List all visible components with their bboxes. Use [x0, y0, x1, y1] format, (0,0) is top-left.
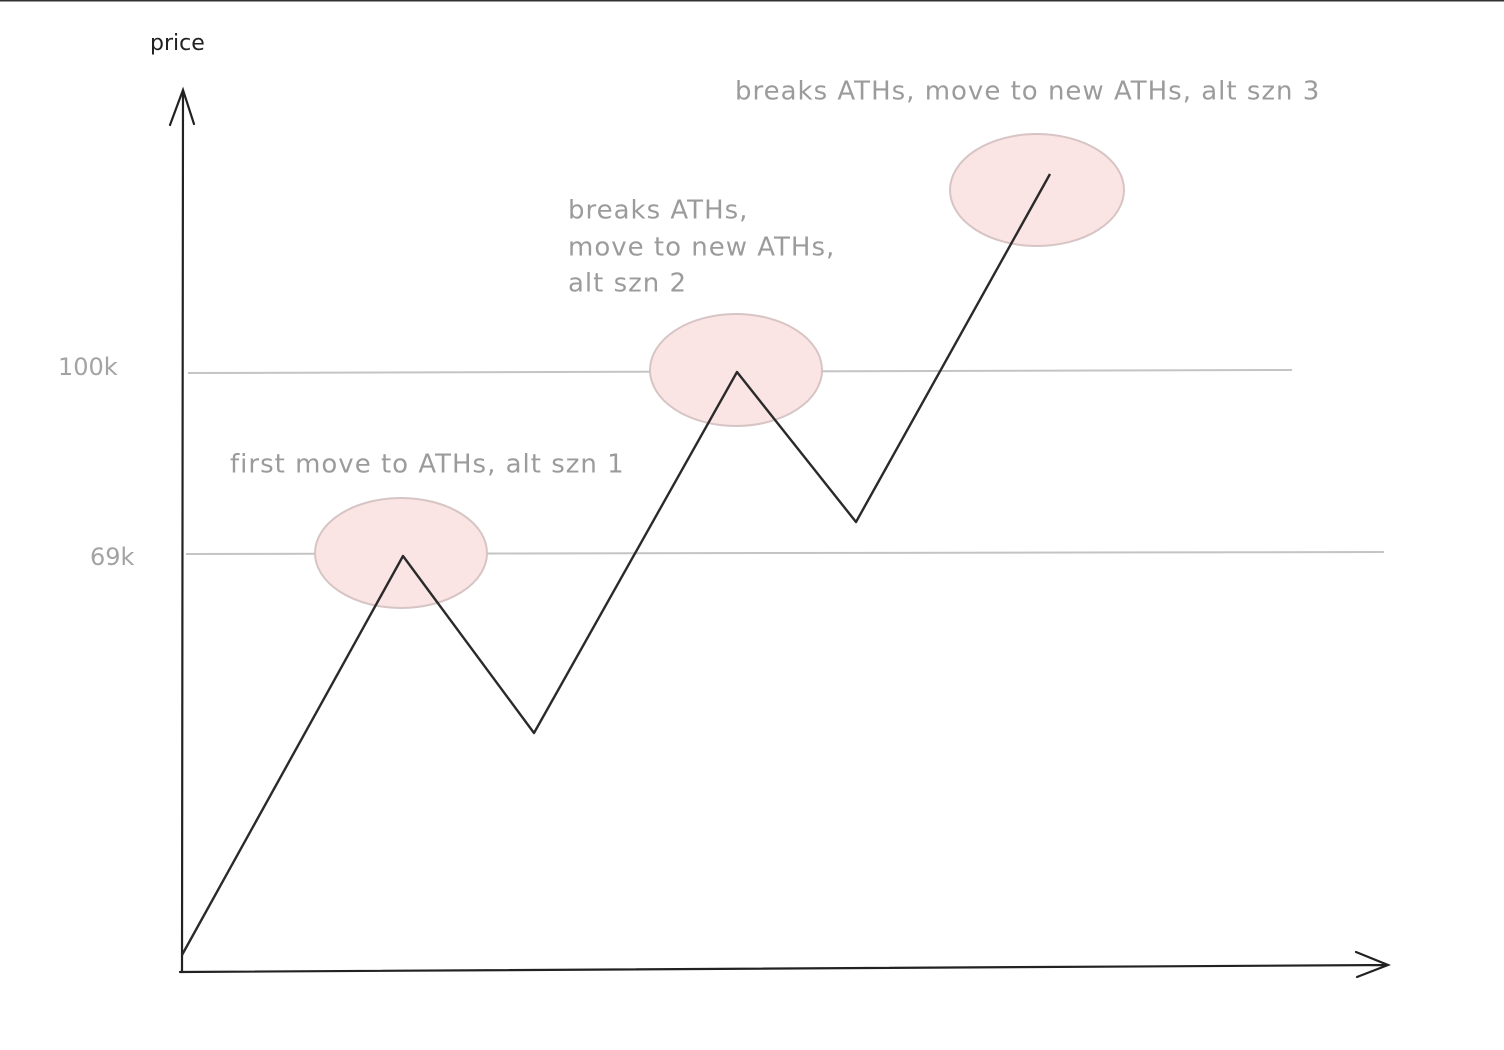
level-label: 69k — [90, 543, 135, 571]
annotation: first move to ATHs, alt szn 1 — [230, 450, 625, 480]
annotation: alt szn 2 — [568, 269, 687, 299]
x-axis — [178, 950, 1391, 979]
price-path — [180, 173, 1052, 956]
y-axis — [168, 86, 196, 974]
highlight-ellipse — [314, 497, 488, 609]
level-label: 100k — [58, 353, 118, 381]
axis-label: price — [150, 31, 205, 56]
axes — [168, 86, 1391, 979]
annotation: move to new ATHs, — [568, 233, 835, 263]
highlight-ellipse — [649, 313, 823, 427]
annotation: breaks ATHs, move to new ATHs, alt szn 3 — [735, 77, 1320, 107]
annotation: breaks ATHs, — [568, 196, 748, 226]
highlight-ellipse — [949, 133, 1125, 247]
